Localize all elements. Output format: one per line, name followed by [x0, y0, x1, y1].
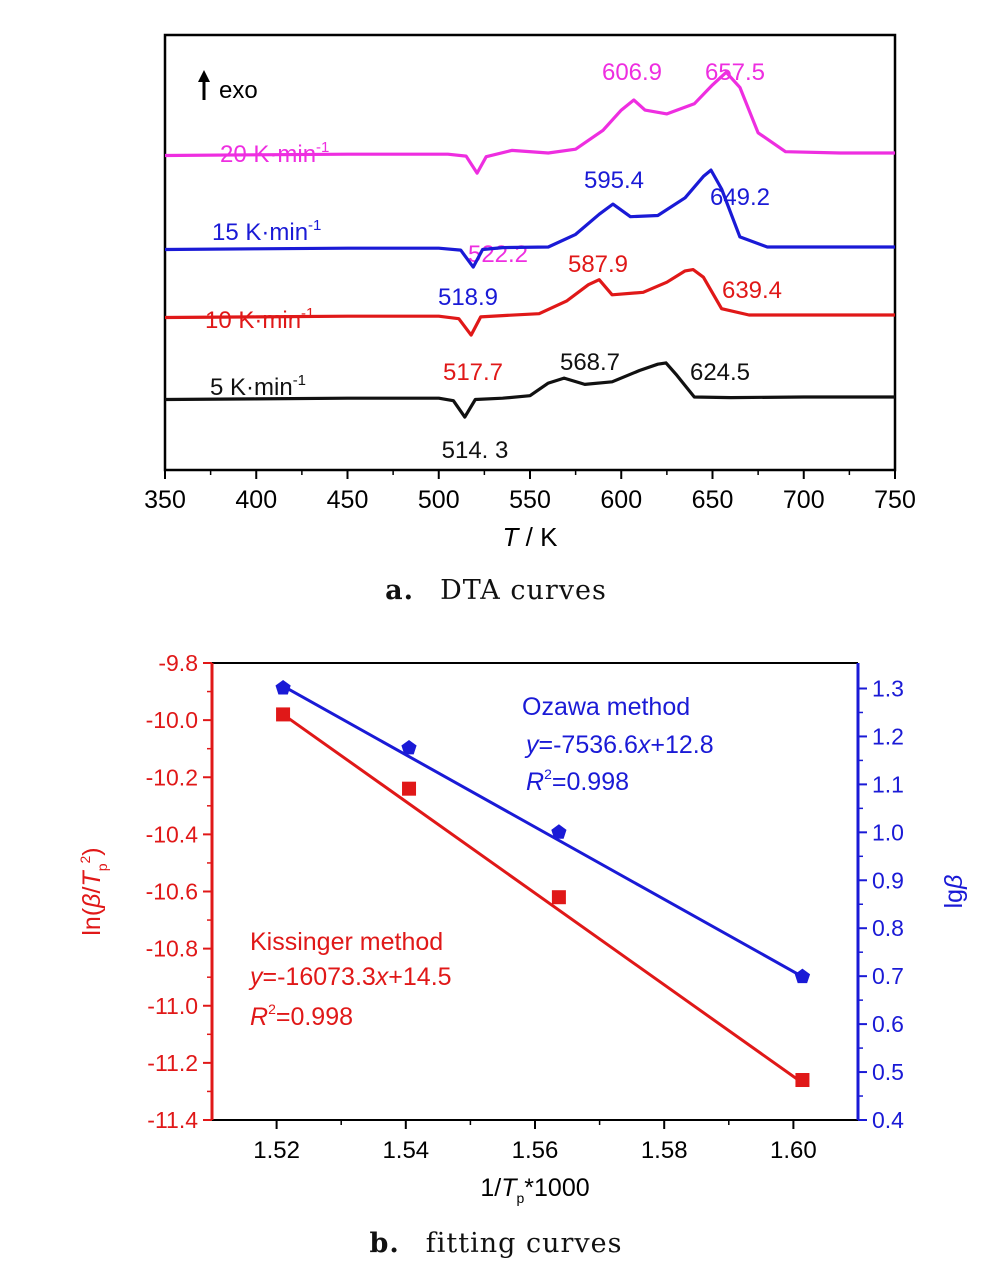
- x-axis-label-b: 1/Tp*1000: [480, 1174, 589, 1206]
- y-left-tick-label-0: -9.8: [158, 650, 198, 676]
- x-tick-label-a-5: 600: [600, 486, 642, 514]
- y-right-tick-label-8: 0.5: [872, 1059, 904, 1085]
- peak-label-2-0: 587.9: [568, 251, 628, 278]
- x-tick-label-b-2: 1.56: [512, 1137, 559, 1164]
- fit-r2-1: R2=0.998: [526, 766, 629, 796]
- x-tick-label-a-0: 350: [144, 486, 186, 514]
- exo-arrowhead-icon: [198, 70, 210, 82]
- fit-equation-0: y=-16073.3x+14.5: [248, 963, 452, 991]
- y-right-tick-label-7: 0.6: [872, 1011, 904, 1037]
- caption-a-letter: a.: [385, 575, 415, 606]
- dta-curve-2: [164, 268, 895, 337]
- x-tick-label-a-7: 700: [783, 486, 825, 514]
- peak-label-1-1: 649.2: [710, 184, 770, 211]
- y-left-tick-label-1: -10.0: [146, 707, 198, 733]
- fit-line-0: [282, 713, 804, 1085]
- dta-series-2: 10 K·min-1 587.9 639.4 517.7: [164, 251, 895, 386]
- data-point-1-1: [401, 740, 417, 755]
- fit-series-0: Kissinger method y=-16073.3x+14.5 R2=0.998: [248, 707, 810, 1088]
- x-tick-label-a-4: 550: [509, 486, 551, 514]
- exo-indicator: exo: [198, 70, 258, 104]
- series-label-2: 10 K·min-1: [205, 305, 314, 334]
- data-point-0-1: [402, 781, 417, 796]
- series-label-3: 5 K·min-1: [210, 372, 306, 401]
- y-right-axis-label: lgβ: [940, 875, 968, 909]
- y-left-tick-label-5: -10.8: [146, 936, 198, 962]
- caption-b-text: fitting curves: [425, 1228, 623, 1259]
- dta-series-1: 15 K·min-1 595.4 649.2 518.9: [164, 167, 895, 311]
- x-tick-label-b-4: 1.60: [770, 1137, 817, 1164]
- fit-name-0: Kissinger method: [250, 928, 443, 956]
- y-right-tick-label-0: 1.3: [872, 676, 904, 702]
- peak-label-0-1: 657.5: [705, 59, 765, 86]
- x-tick-label-a-1: 400: [235, 486, 277, 514]
- caption-a: a. DTA curves: [0, 575, 992, 606]
- y-right-tick-label-1: 1.2: [872, 723, 904, 749]
- endo-label-2: 517.7: [443, 359, 503, 386]
- y-left-tick-label-3: -10.4: [146, 821, 199, 847]
- dta-series-0: 20 K·min-1 606.9 657.5 522.2: [164, 59, 895, 268]
- endo-label-0: 522.2: [468, 241, 528, 268]
- x-axis-label-a: T / K: [503, 522, 559, 552]
- y-right-tick-label-2: 1.1: [872, 771, 904, 797]
- caption-b: b. fitting curves: [0, 1228, 992, 1259]
- y-right-tick-label-6: 0.7: [872, 963, 904, 989]
- x-tick-label-b-0: 1.52: [253, 1137, 300, 1164]
- x-tick-label-a-2: 450: [327, 486, 369, 514]
- y-left-tick-label-4: -10.6: [146, 879, 198, 905]
- y-left-tick-label-8: -11.4: [147, 1107, 198, 1133]
- peak-label-2-1: 639.4: [722, 277, 782, 304]
- data-point-0-2: [551, 890, 566, 905]
- data-point-1-0: [275, 680, 291, 695]
- y-right-tick-label-5: 0.8: [872, 915, 904, 941]
- data-point-0-0: [276, 707, 291, 722]
- fit-r2-0: R2=0.998: [250, 1001, 353, 1031]
- endo-label-3: 514. 3: [442, 437, 509, 464]
- peak-label-3-1: 624.5: [690, 359, 750, 386]
- x-tick-label-b-1: 1.54: [382, 1137, 429, 1164]
- caption-a-text: DTA curves: [440, 575, 607, 606]
- fit-equation-1: y=-7536.6x+12.8: [524, 731, 714, 759]
- peak-label-1-0: 595.4: [584, 167, 644, 194]
- dta-curve-3: [164, 361, 895, 419]
- y-left-tick-label-2: -10.2: [146, 764, 198, 790]
- y-right-tick-label-4: 0.9: [872, 867, 904, 893]
- x-tick-label-a-8: 750: [874, 486, 916, 514]
- data-point-1-3: [794, 968, 811, 984]
- exo-label: exo: [219, 77, 258, 104]
- data-point-0-3: [795, 1073, 810, 1088]
- caption-b-letter: b.: [369, 1228, 400, 1259]
- endo-label-1: 518.9: [438, 284, 498, 311]
- y-left-axis-label: ln(β/Tp2): [77, 847, 110, 935]
- series-label-0: 20 K·min-1: [220, 139, 329, 168]
- dta-series-3: 5 K·min-1 568.7 624.5 514. 3: [164, 349, 895, 464]
- y-right-tick-label-3: 1.0: [872, 819, 904, 845]
- peak-label-3-0: 568.7: [560, 349, 620, 376]
- y-right-tick-label-9: 0.4: [872, 1107, 904, 1133]
- fit-line-1: [282, 684, 804, 978]
- dta-curve-0: [164, 70, 895, 175]
- fit-series-1: Ozawa method y=-7536.6x+12.8 R2=0.998: [275, 680, 811, 984]
- peak-label-0-0: 606.9: [602, 59, 662, 86]
- data-point-1-2: [551, 824, 567, 839]
- fit-name-1: Ozawa method: [522, 693, 690, 721]
- x-tick-label-a-6: 650: [692, 486, 734, 514]
- x-tick-label-b-3: 1.58: [641, 1137, 688, 1164]
- dta-curve-1: [164, 168, 895, 269]
- plot-frame-a: [163, 33, 897, 472]
- series-label-1: 15 K·min-1: [212, 217, 321, 246]
- y-left-tick-label-7: -11.2: [147, 1050, 198, 1076]
- y-left-tick-label-6: -11.0: [147, 993, 198, 1019]
- x-tick-label-a-3: 500: [418, 486, 460, 514]
